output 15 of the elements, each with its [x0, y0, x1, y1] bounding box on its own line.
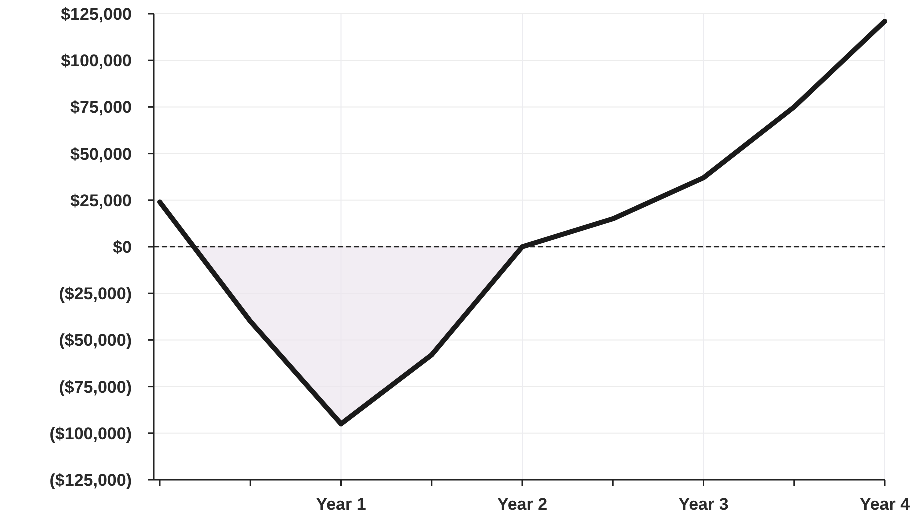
y-tick-label: ($100,000) — [50, 424, 132, 444]
y-tick-label: $75,000 — [70, 98, 132, 118]
x-tick-label: Year 2 — [497, 495, 548, 514]
x-tick-label: Year 1 — [316, 495, 366, 514]
x-tick-label: Year 3 — [678, 495, 729, 514]
x-tick-label: Year 4 — [860, 495, 911, 514]
y-tick-label: $100,000 — [61, 52, 132, 71]
y-tick-label: $25,000 — [70, 191, 132, 210]
y-tick-label: ($25,000) — [59, 284, 132, 304]
y-tick-label: $0 — [113, 238, 132, 257]
y-tick-label: ($125,000) — [50, 470, 132, 490]
y-tick-label: $50,000 — [70, 144, 132, 164]
y-tick-label: ($50,000) — [59, 331, 132, 350]
y-tick-label: ($75,000) — [59, 378, 132, 397]
y-tick-label: $125,000 — [61, 4, 132, 24]
